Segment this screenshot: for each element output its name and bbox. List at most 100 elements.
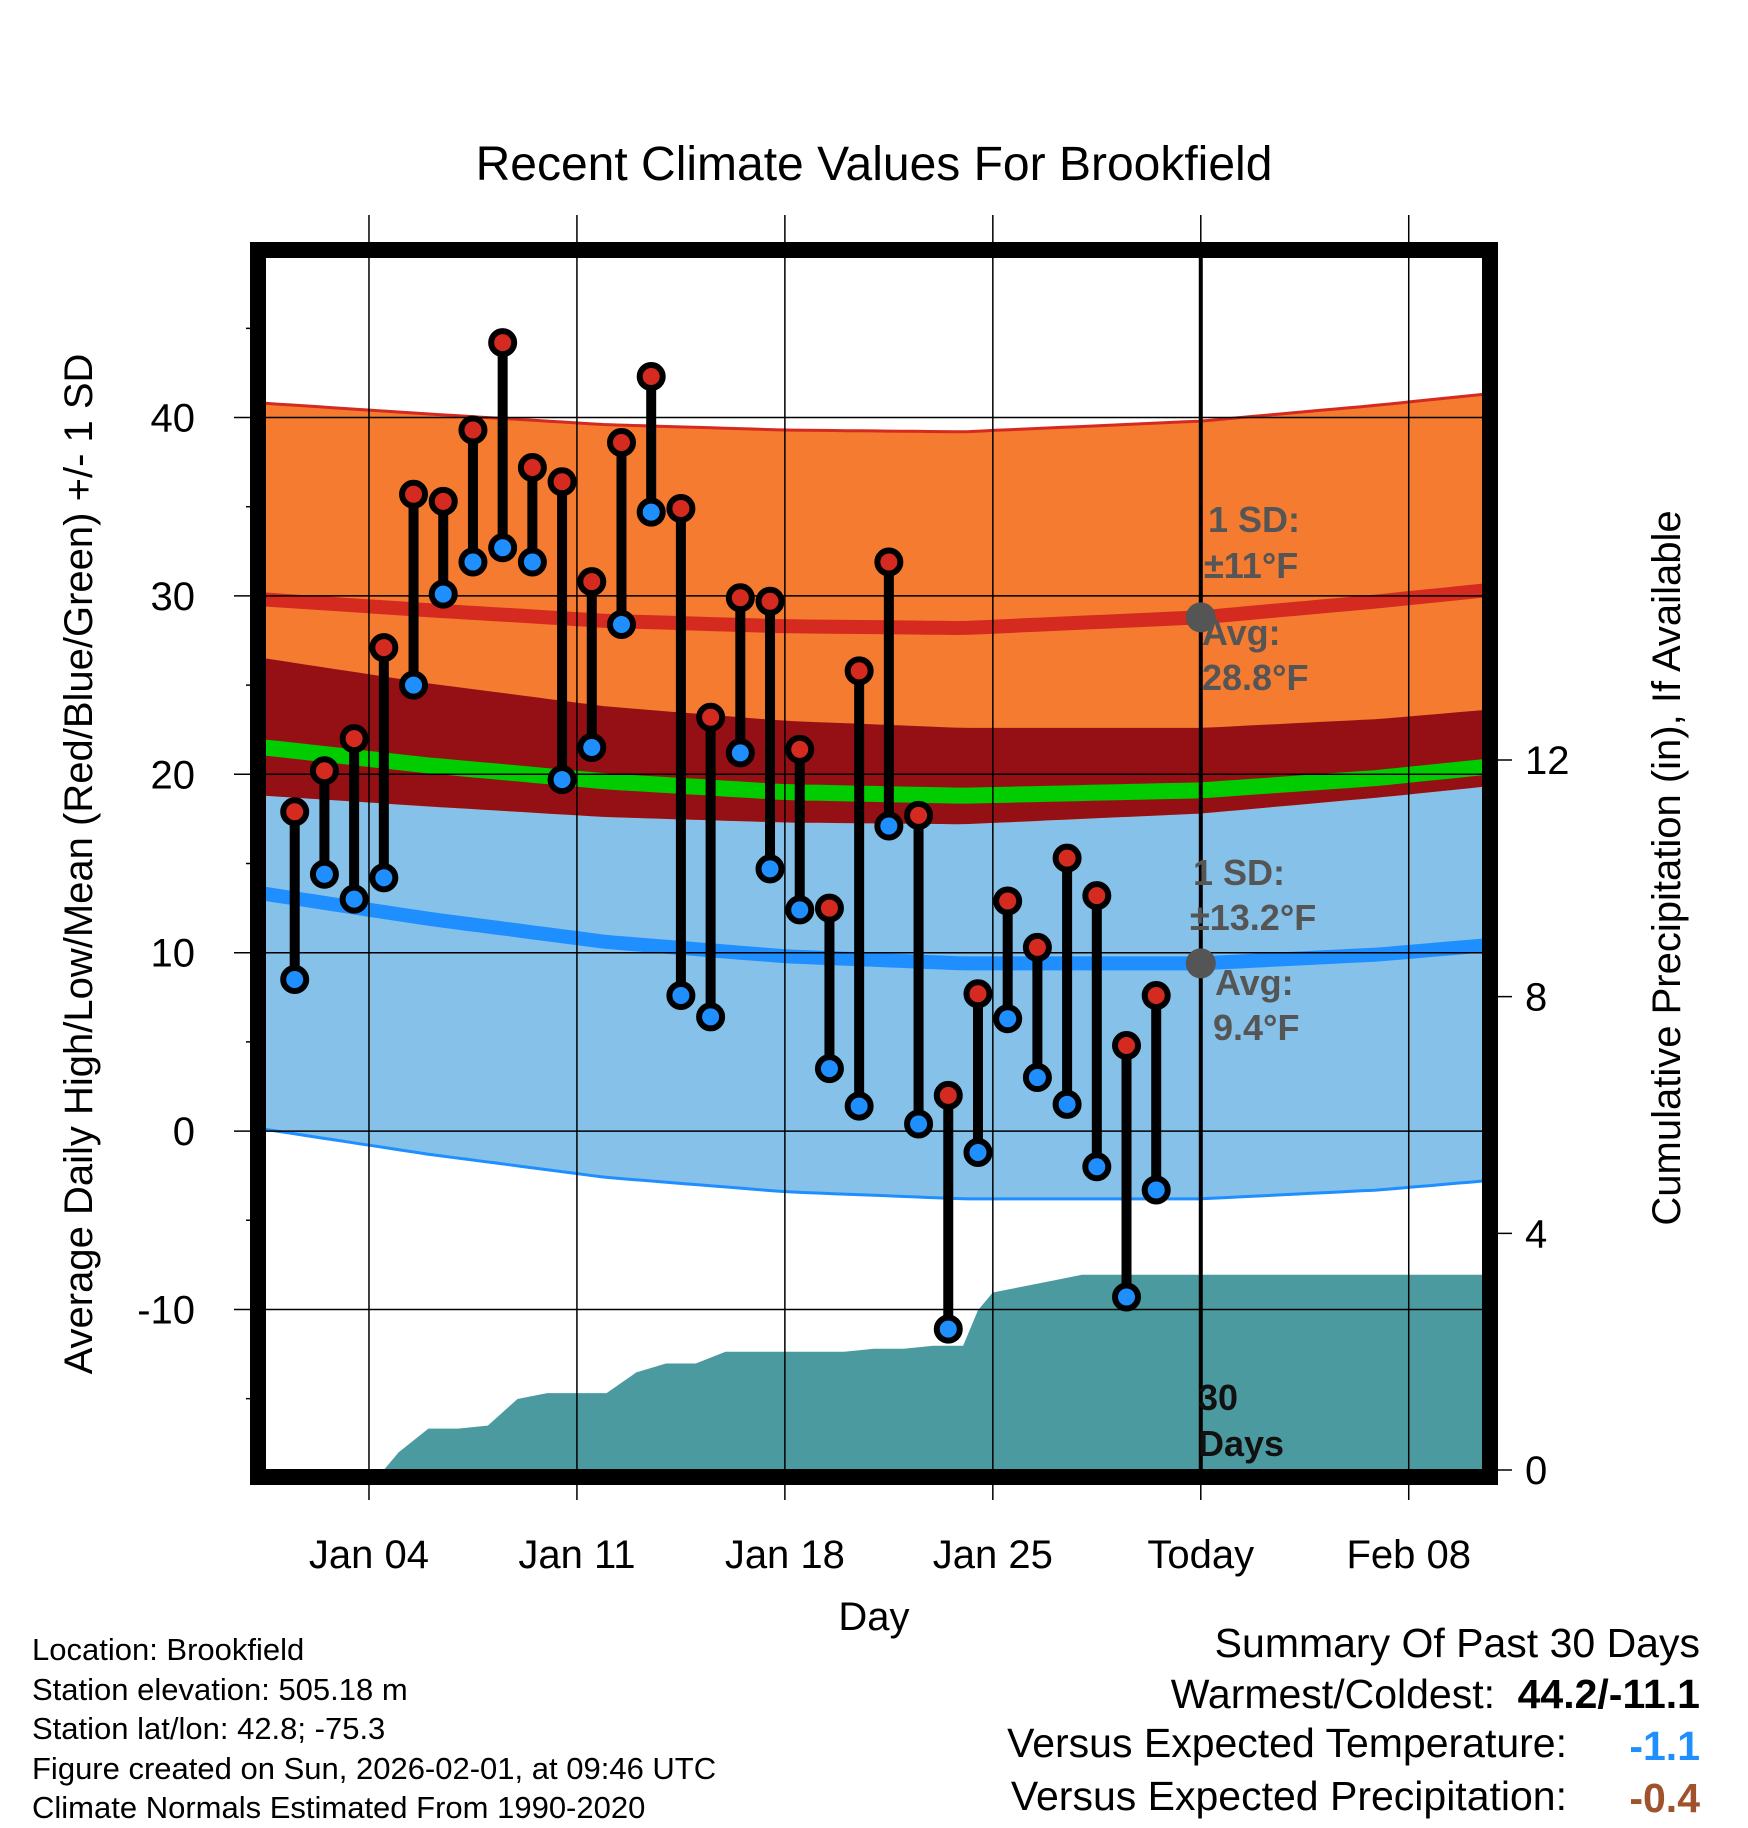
- daily-low-point: [1022, 1063, 1052, 1093]
- daily-low-point: [458, 547, 488, 577]
- daily-low-point: [636, 497, 666, 527]
- daily-high-point: [577, 567, 607, 597]
- y2-tick-label: 12: [1525, 739, 1570, 783]
- daily-low-point: [696, 1002, 726, 1032]
- daily-high-point: [844, 656, 874, 686]
- high-avg-value: 28.8°F: [1202, 657, 1308, 698]
- y-tick-label: 40: [151, 397, 196, 441]
- y2-tick-label: 0: [1525, 1449, 1547, 1493]
- y-axis: -10 0 10 20 30 40: [137, 327, 258, 1400]
- daily-high-point: [993, 886, 1023, 916]
- high-sd-label: 1 SD:: [1208, 499, 1300, 540]
- daily-high-point: [874, 547, 904, 577]
- daily-observations: [280, 328, 1171, 1344]
- daily-low-point: [1112, 1282, 1142, 1312]
- daily-high-point: [1052, 843, 1082, 873]
- daily-high-point: [755, 586, 785, 616]
- daily-low-point: [280, 964, 310, 994]
- daily-high-point: [339, 724, 369, 754]
- y2-axis: 0 4 8 12: [1490, 739, 1570, 1493]
- footer-created: Figure created on Sun, 2026-02-01, at 09…: [32, 1751, 716, 1786]
- summary-temp-value: -1.1: [1629, 1723, 1700, 1769]
- daily-high-point: [399, 479, 429, 509]
- days-count: 30: [1198, 1377, 1238, 1418]
- daily-low-point: [369, 863, 399, 893]
- x-tick-label: Jan 18: [725, 1533, 845, 1577]
- daily-high-point: [488, 328, 518, 358]
- plot-area: [265, 257, 1483, 1470]
- low-sd-value: ±13.2°F: [1190, 897, 1316, 938]
- x-axis-label: Day: [838, 1595, 909, 1639]
- x-axis: Jan 04 Jan 11 Jan 18 Jan 25 Today Feb 08: [309, 1477, 1471, 1577]
- y2-axis-label: Cumulative Precipitation (in), If Availa…: [1645, 510, 1689, 1225]
- daily-high-point: [785, 734, 815, 764]
- daily-low-point: [547, 765, 577, 795]
- daily-high-point: [428, 486, 458, 516]
- summary-precip-label: Versus Expected Precipitation:: [1011, 1773, 1567, 1819]
- daily-high-point: [606, 428, 636, 458]
- station-info: Location: Brookfield Station elevation: …: [32, 1632, 716, 1825]
- daily-low-point: [725, 738, 755, 768]
- footer-location: Location: Brookfield: [32, 1632, 304, 1667]
- daily-low-point: [577, 733, 607, 763]
- high-band-upper-edge: [265, 392, 1483, 434]
- daily-high-point: [725, 583, 755, 613]
- daily-high-point: [636, 362, 666, 392]
- daily-low-point: [1082, 1152, 1112, 1182]
- low-avg-marker: [1185, 948, 1216, 979]
- summary: Summary Of Past 30 Days Warmest/Coldest:…: [1007, 1620, 1700, 1821]
- y-tick-label: 0: [173, 1110, 195, 1154]
- daily-low-point: [1141, 1175, 1171, 1205]
- days-word: Days: [1198, 1423, 1284, 1464]
- daily-low-point: [666, 981, 696, 1011]
- cumulative-precip-area: [279, 1274, 1483, 1470]
- y2-tick-label: 8: [1525, 976, 1547, 1020]
- y-tick-label: 30: [151, 575, 196, 619]
- footer-latlon: Station lat/lon: 42.8; -75.3: [32, 1711, 385, 1746]
- daily-low-point: [874, 811, 904, 841]
- daily-high-point: [814, 893, 844, 923]
- high-avg-label: Avg:: [1202, 612, 1281, 653]
- summary-warm-cold-value: 44.2/-11.1: [1518, 1671, 1700, 1717]
- daily-low-point: [933, 1314, 963, 1344]
- y-tick-label: -10: [137, 1288, 195, 1332]
- low-avg-label: Avg:: [1215, 962, 1294, 1003]
- normal-mean-line: [265, 739, 1483, 804]
- y-axis-label: Average Daily High/Low/Mean (Red/Blue/Gr…: [57, 354, 101, 1375]
- annotations: 1 SD: ±11°F Avg: 28.8°F 1 SD: ±13.2°F Av…: [1190, 499, 1316, 1464]
- daily-high-point: [369, 633, 399, 663]
- x-tick-label: Jan 04: [309, 1533, 429, 1577]
- chart-title: Recent Climate Values For Brookfield: [476, 138, 1273, 191]
- daily-high-point: [309, 756, 339, 786]
- low-avg-value: 9.4°F: [1213, 1007, 1299, 1048]
- high-sd-value: ±11°F: [1204, 545, 1298, 586]
- daily-low-point: [904, 1109, 934, 1139]
- normal-low-line: [265, 886, 1483, 971]
- summary-warm-cold-label: Warmest/Coldest:: [1171, 1671, 1495, 1717]
- daily-low-point: [428, 579, 458, 609]
- daily-high-point: [666, 494, 696, 524]
- y-tick-label: 20: [151, 753, 196, 797]
- daily-high-point: [963, 979, 993, 1009]
- low-band-lower-edge: [265, 1127, 1483, 1201]
- daily-high-point: [1141, 981, 1171, 1011]
- daily-low-point: [814, 1054, 844, 1084]
- x-tick-label: Feb 08: [1346, 1533, 1471, 1577]
- daily-high-point: [517, 452, 547, 482]
- high-avg-marker: [1185, 602, 1216, 633]
- daily-low-point: [785, 895, 815, 925]
- daily-high-point: [1112, 1030, 1142, 1060]
- daily-low-point: [517, 547, 547, 577]
- footer-elevation: Station elevation: 505.18 m: [32, 1672, 408, 1707]
- daily-high-point: [904, 800, 934, 830]
- daily-low-point: [606, 609, 636, 639]
- summary-title: Summary Of Past 30 Days: [1215, 1620, 1700, 1666]
- daily-low-point: [488, 533, 518, 563]
- daily-low-point: [963, 1137, 993, 1167]
- daily-low-point: [993, 1004, 1023, 1034]
- daily-high-point: [547, 467, 577, 497]
- summary-precip-value: -0.4: [1629, 1775, 1700, 1821]
- daily-low-point: [755, 854, 785, 884]
- daily-low-point: [844, 1091, 874, 1121]
